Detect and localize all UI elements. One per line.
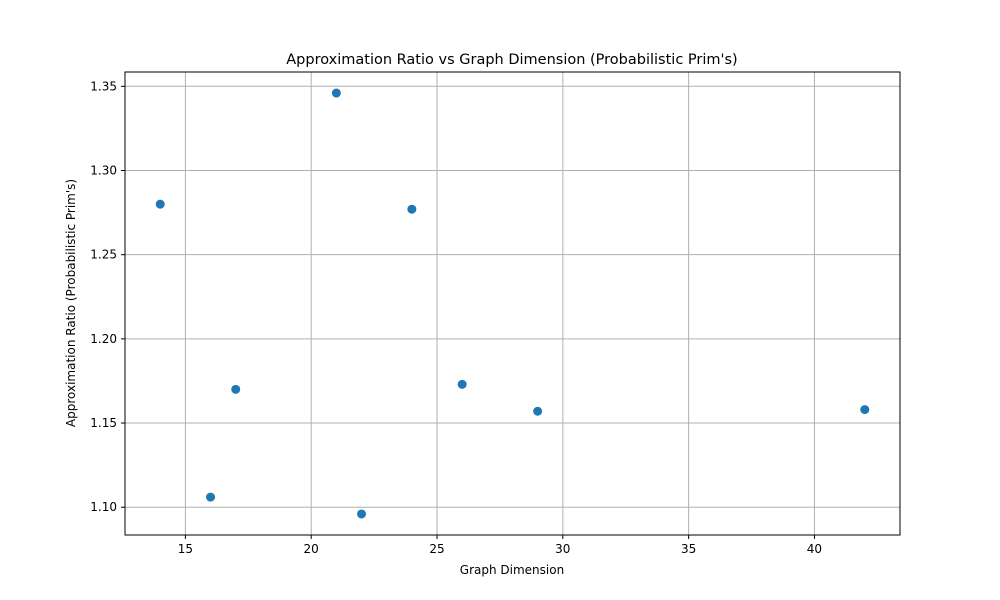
y-axis-label: Approximation Ratio (Probabilistic Prim'… [64,179,78,427]
y-tick-label: 1.35 [90,79,117,93]
x-tick-label: 30 [555,542,570,556]
data-point [357,509,367,519]
y-tick-label: 1.20 [90,332,117,346]
y-tick-label: 1.10 [90,500,117,514]
x-tick-label: 25 [429,542,444,556]
data-point [231,384,241,394]
plot-frame [124,71,901,536]
y-tick-label: 1.25 [90,248,117,262]
x-tick-label: 15 [178,542,193,556]
data-point [331,88,341,98]
data-point [457,379,467,389]
data-point [155,199,165,209]
y-tick-label: 1.15 [90,416,117,430]
chart-title: Approximation Ratio vs Graph Dimension (… [286,52,737,68]
data-point [533,406,543,416]
grid-lines [125,72,900,535]
x-tick-label: 20 [304,542,319,556]
data-point [206,492,216,502]
data-point [407,204,417,214]
x-tick-label: 35 [681,542,696,556]
data-point [860,405,870,415]
x-tick-label: 40 [807,542,822,556]
x-axis-label: Graph Dimension [460,563,564,577]
y-tick-label: 1.30 [90,163,117,177]
axis-ticks: 15 20 25 30 35 40 1.10 1.15 1.20 1.25 1.30 1.35 [90,79,822,556]
data-points [155,88,870,519]
